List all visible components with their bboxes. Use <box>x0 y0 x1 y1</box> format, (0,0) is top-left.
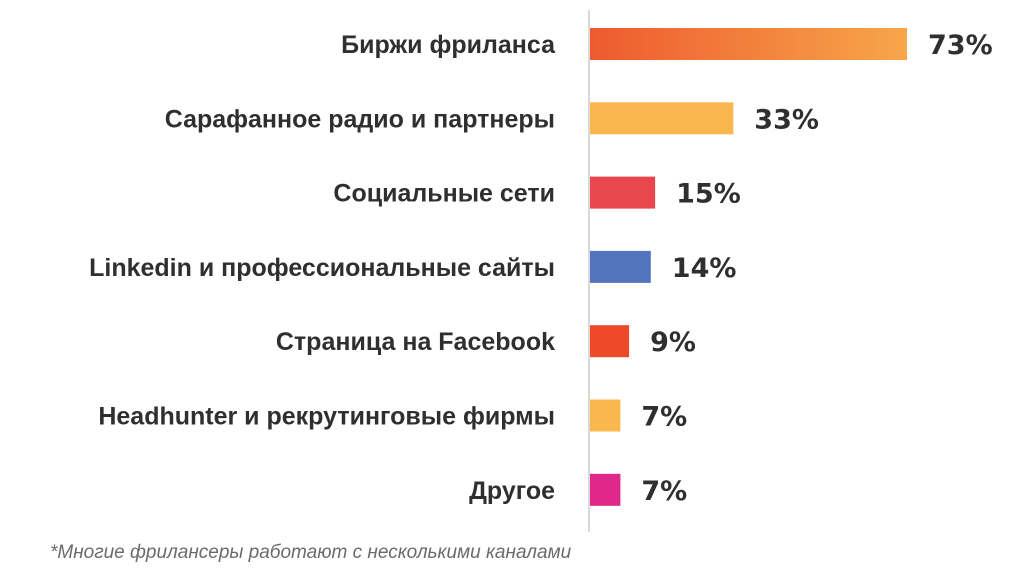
value-label-2: 33% <box>754 104 819 135</box>
footnote: *Многие фрилансеры работают с нескольким… <box>50 542 572 563</box>
value-labels-group: 73% 33% 15% 14% 9% 7% 7% <box>641 30 992 507</box>
category-labels-group: Биржи фриланса Сарафанное радио и партнер… <box>89 31 556 505</box>
value-label-4: 14% <box>672 253 737 284</box>
category-label-7: Другое <box>469 477 555 505</box>
bar-7 <box>590 473 621 506</box>
category-label-5: Страница на Facebook <box>276 328 555 356</box>
value-label-3: 15% <box>676 179 741 210</box>
bar-3 <box>590 176 656 209</box>
bar-5 <box>590 325 630 358</box>
bars-group <box>590 28 907 506</box>
category-label-1: Биржи фриланса <box>341 31 556 59</box>
category-label-2: Сарафанное радио и партнеры <box>165 105 555 133</box>
category-label-3: Социальные сети <box>333 180 555 208</box>
value-label-5: 9% <box>650 327 696 358</box>
category-label-4: Linkedin и профессиональные сайты <box>89 254 555 282</box>
value-label-1: 73% <box>928 30 993 61</box>
bar-4 <box>590 250 651 283</box>
bar-2 <box>590 102 734 135</box>
bar-chart: Биржи фриланса Сарафанное радио и партнер… <box>89 10 993 532</box>
bar-6 <box>590 399 621 432</box>
bar-1 <box>590 28 907 60</box>
category-label-6: Headhunter и рекрутинговые фирмы <box>98 403 555 431</box>
value-label-6: 7% <box>641 402 687 433</box>
value-label-7: 7% <box>641 476 687 507</box>
